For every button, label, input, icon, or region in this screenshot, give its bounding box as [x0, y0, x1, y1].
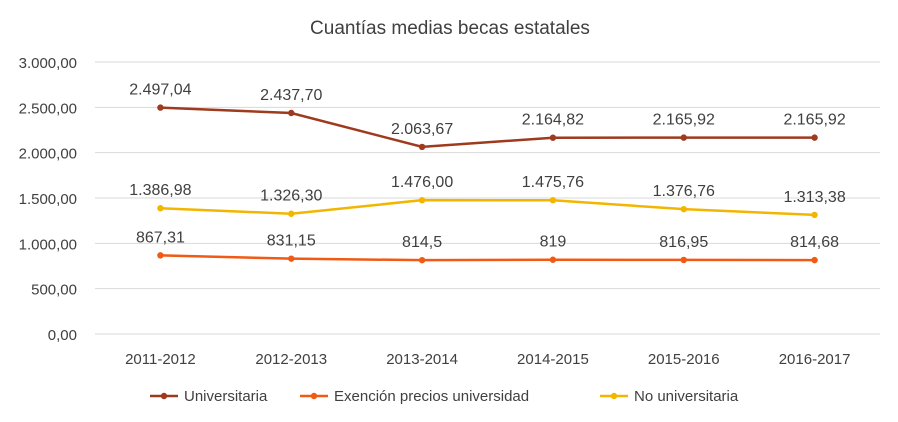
data-point	[288, 255, 295, 262]
data-point	[680, 256, 687, 264]
legend: Universitaria Exención precios universida…	[150, 388, 739, 405]
data-labels: 2.497,04 2.437,70 2.063,67 2.164,82 2.165,92…	[129, 82, 846, 252]
x-tick-label: 2015-2016	[648, 351, 720, 368]
data-label: 1.386,98	[129, 182, 191, 199]
data-point	[418, 143, 426, 151]
data-point	[811, 211, 818, 219]
x-tick-label: 2016-2017	[779, 351, 851, 368]
data-point	[549, 256, 557, 263]
data-label: 2.497,04	[129, 82, 191, 99]
x-tick-label: 2013-2014	[386, 351, 458, 368]
series-layer	[157, 104, 818, 264]
series-line	[160, 106, 815, 149]
y-tick-label: 1.500,00	[19, 191, 77, 208]
legend-label: Exención precios universidad	[334, 388, 529, 405]
data-point	[418, 196, 426, 204]
legend-marker	[310, 392, 318, 400]
y-tick-label: 500,00	[31, 282, 77, 299]
series-line	[160, 198, 815, 217]
data-point	[157, 104, 164, 111]
data-label: 1.313,38	[783, 189, 845, 206]
gridlines	[95, 61, 880, 335]
series-line	[160, 254, 815, 262]
y-tick-label: 2.000,00	[19, 146, 77, 163]
y-tick-label: 0,00	[48, 327, 77, 344]
data-point	[288, 109, 295, 117]
data-label: 814,68	[790, 234, 839, 251]
legend-marker	[610, 392, 618, 400]
data-label: 867,31	[136, 229, 185, 246]
x-axis-tick-labels: 2011-2012 2012-2013 2013-2014 2014-2015 2015…	[125, 351, 850, 368]
legend-label: No universitaria	[634, 388, 739, 405]
data-point	[549, 134, 557, 141]
data-label: 2.063,67	[391, 121, 453, 138]
data-point	[418, 256, 426, 264]
x-tick-label: 2014-2015	[517, 351, 589, 368]
data-label: 2.437,70	[260, 87, 322, 104]
data-point	[549, 196, 557, 204]
data-point	[157, 205, 164, 212]
data-point	[811, 256, 818, 264]
legend-label: Universitaria	[184, 388, 268, 405]
data-label: 1.476,00	[391, 174, 453, 191]
x-tick-label: 2012-2013	[255, 351, 327, 368]
y-tick-label: 2.500,00	[19, 100, 77, 117]
data-point	[680, 134, 687, 141]
y-axis-tick-labels: 0,00 500,00 1.000,00 1.500,00 2.000,00 2.500,…	[19, 55, 77, 344]
data-label: 2.165,92	[783, 112, 845, 129]
data-label: 1.376,76	[653, 183, 715, 200]
data-point	[680, 205, 687, 213]
data-label: 2.164,82	[522, 112, 584, 129]
y-tick-label: 3.000,00	[19, 55, 77, 72]
chart-title: Cuantías medias becas estatales	[310, 18, 590, 39]
data-point	[288, 210, 295, 217]
data-label: 814,5	[402, 234, 442, 251]
data-label: 1.475,76	[522, 174, 584, 191]
data-label: 831,15	[267, 233, 316, 250]
data-point	[811, 134, 818, 141]
data-label: 2.165,92	[653, 112, 715, 129]
x-tick-label: 2011-2012	[125, 351, 196, 368]
data-label: 1.326,30	[260, 188, 322, 205]
data-label: 816,95	[659, 234, 708, 251]
legend-marker	[160, 392, 168, 400]
data-label: 819	[540, 234, 567, 251]
y-tick-label: 1.000,00	[19, 236, 77, 253]
data-point	[157, 252, 164, 259]
